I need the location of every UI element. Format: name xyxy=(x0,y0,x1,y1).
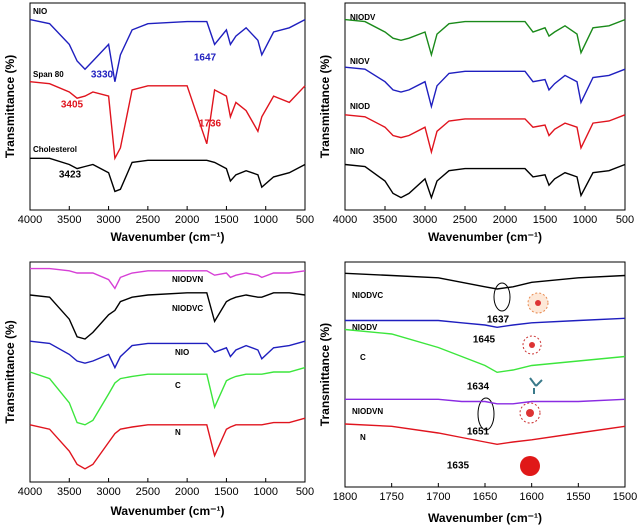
spectrum-line xyxy=(345,317,626,329)
series-label: NIO xyxy=(33,7,47,16)
series-label: N xyxy=(360,433,366,442)
x-tick-label: 1700 xyxy=(426,491,450,503)
x-tick-label: 4000 xyxy=(18,486,42,498)
peak-annotation: 3330 xyxy=(91,70,114,81)
x-tick-label: 1650 xyxy=(473,491,497,503)
x-axis-label: Wavenumber (cm⁻¹) xyxy=(111,230,225,244)
x-tick-label: 1750 xyxy=(379,491,403,503)
x-tick-label: 500 xyxy=(296,214,314,226)
peak-annotation: 1736 xyxy=(199,119,222,130)
x-tick-label: 3500 xyxy=(57,486,81,498)
x-tick-label: 3000 xyxy=(413,214,437,226)
y-axis-label: Transmittance (%) xyxy=(318,323,332,426)
series-label: NIODVC xyxy=(172,304,203,313)
peak-annotation: 3423 xyxy=(59,170,82,181)
spectrum-line xyxy=(345,398,626,405)
series-label: C xyxy=(360,353,366,362)
series-label: NIOD xyxy=(350,102,370,111)
series-label: NIO xyxy=(350,147,364,156)
x-axis-label: Wavenumber (cm⁻¹) xyxy=(428,511,542,525)
peak-annotation: 1651 xyxy=(467,427,490,438)
plot-frame xyxy=(344,261,626,488)
spectrum-line xyxy=(29,81,306,161)
peak-annotation: 1634 xyxy=(467,382,490,393)
peak-annotation: 3405 xyxy=(61,100,84,111)
spectrum-line xyxy=(30,157,306,193)
y-axis-label: Transmittance (%) xyxy=(3,320,17,423)
x-tick-label: 1500 xyxy=(214,214,238,226)
series-label: Span 80 xyxy=(33,70,64,79)
x-tick-label: 2500 xyxy=(136,486,160,498)
x-tick-label: 4000 xyxy=(333,214,357,226)
peak-annotation: 1635 xyxy=(447,461,470,472)
decor xyxy=(477,282,549,476)
plot-frame xyxy=(344,2,626,211)
x-tick-label: 1000 xyxy=(573,214,597,226)
x-axis-label: Wavenumber (cm⁻¹) xyxy=(111,504,225,518)
series-label: NIODVN xyxy=(172,275,203,284)
spectrum-line xyxy=(344,114,626,155)
x-tick-label: 500 xyxy=(296,486,314,498)
ellipse xyxy=(493,282,511,312)
vesicle-core xyxy=(526,409,534,417)
spectrum-line xyxy=(29,18,306,82)
x-axis-label: Wavenumber (cm⁻¹) xyxy=(428,230,542,244)
series-label: N xyxy=(175,428,181,437)
series-label: NIOV xyxy=(350,57,370,66)
x-tick-label: 1500 xyxy=(613,491,637,503)
x-tick-label: 1500 xyxy=(214,486,238,498)
x-tick-label: 3000 xyxy=(96,214,120,226)
x-tick-label: 2000 xyxy=(175,486,199,498)
spectrum-line xyxy=(344,272,626,290)
spectrum-line xyxy=(344,328,626,374)
vesicle-core xyxy=(529,342,535,348)
x-tick-label: 3000 xyxy=(96,486,120,498)
spectrum-line xyxy=(344,423,626,446)
x-tick-label: 2500 xyxy=(453,214,477,226)
spectrum-line xyxy=(29,366,306,426)
series-label: NIO xyxy=(175,348,189,357)
series-label: Cholesterol xyxy=(33,145,77,154)
x-tick-label: 1500 xyxy=(533,214,557,226)
series-label: NIODV xyxy=(352,323,378,332)
x-tick-label: 1600 xyxy=(519,491,543,503)
x-tick-label: 4000 xyxy=(18,214,42,226)
vesicle-core xyxy=(535,300,541,306)
x-tick-label: 1550 xyxy=(566,491,590,503)
y-axis-label: Transmittance (%) xyxy=(3,55,17,158)
cell-icon xyxy=(520,456,540,476)
x-tick-label: 1800 xyxy=(333,491,357,503)
x-tick-label: 1000 xyxy=(253,486,277,498)
plot-frame xyxy=(29,261,306,483)
series-label: NIODVN xyxy=(352,407,383,416)
x-tick-label: 500 xyxy=(616,214,634,226)
series-label: NIODVC xyxy=(352,291,383,300)
spectrum-line xyxy=(29,340,306,370)
peak-annotation: 1645 xyxy=(473,335,496,346)
peak-annotation: 1647 xyxy=(194,53,217,64)
spectrum-line xyxy=(30,267,306,290)
x-tick-label: 3500 xyxy=(57,214,81,226)
y-axis-label: Transmittance (%) xyxy=(318,55,332,158)
spectrum-line xyxy=(344,66,626,110)
x-tick-label: 2500 xyxy=(136,214,160,226)
series-label: NIODV xyxy=(350,13,376,22)
ellipse xyxy=(477,397,495,431)
x-tick-label: 2000 xyxy=(175,214,199,226)
spectrum-line xyxy=(29,292,306,340)
x-tick-label: 3500 xyxy=(373,214,397,226)
peak-annotation: 1637 xyxy=(487,315,510,326)
antibody-icon xyxy=(529,377,543,394)
spectrum-line xyxy=(344,163,626,200)
x-tick-label: 1000 xyxy=(253,214,277,226)
plot-frame xyxy=(29,2,306,211)
series-label: C xyxy=(175,381,181,390)
spectrum-line xyxy=(29,417,306,470)
x-tick-label: 2000 xyxy=(493,214,517,226)
spectrum-line xyxy=(344,18,626,58)
